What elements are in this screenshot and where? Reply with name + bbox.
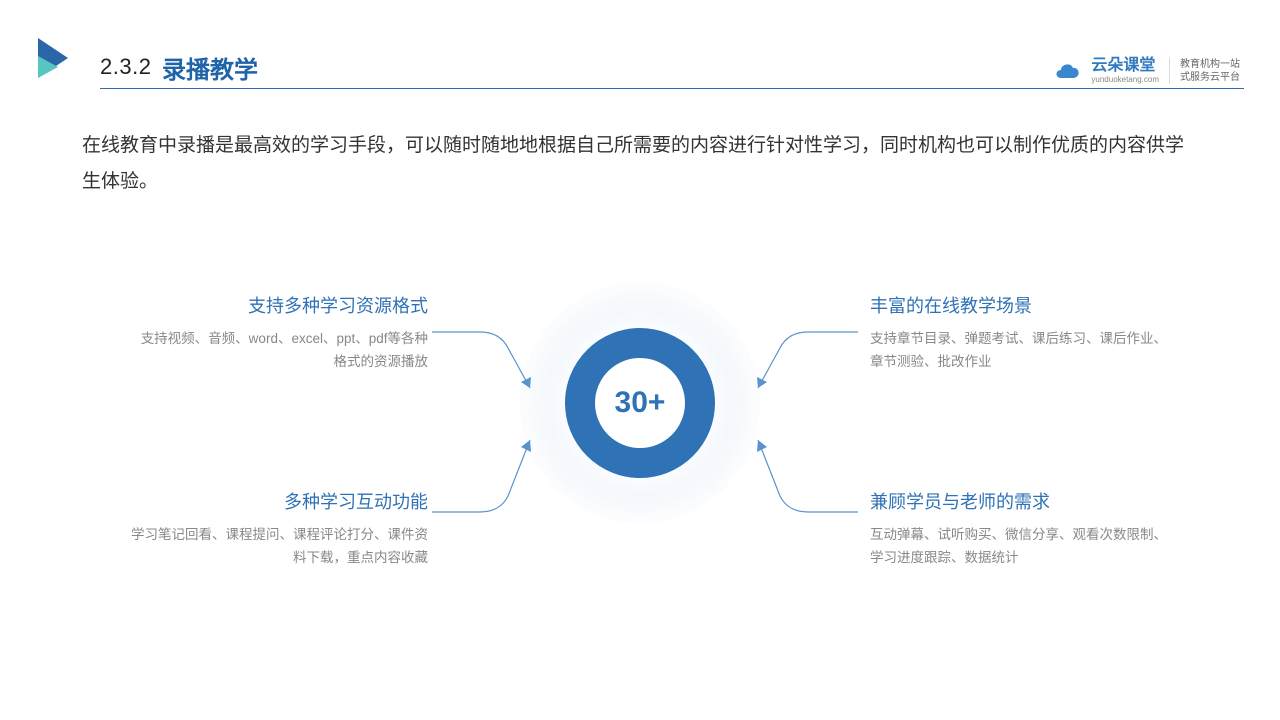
feature-title: 支持多种学习资源格式 (128, 292, 428, 318)
header: 2.3.2 录播教学 云朵课堂 yunduoketang.com 教育机构一站 … (0, 36, 1280, 96)
slide: 2.3.2 录播教学 云朵课堂 yunduoketang.com 教育机构一站 … (0, 0, 1280, 720)
logo-divider (1169, 58, 1170, 84)
feature-desc: 支持章节目录、弹题考试、课后练习、课后作业、章节测验、批改作业 (870, 328, 1170, 374)
ring-label: 30+ (615, 386, 666, 420)
logo-tag-line1: 教育机构一站 (1180, 58, 1240, 71)
section-number: 2.3.2 (100, 54, 151, 80)
intro-paragraph: 在线教育中录播是最高效的学习手段，可以随时随地地根据自己所需要的内容进行针对性学… (82, 128, 1198, 200)
feature-bottom-left: 多种学习互动功能 学习笔记回看、课程提问、课程评论打分、课件资料下载，重点内容收… (128, 488, 428, 570)
logo-name: 云朵课堂 (1091, 58, 1159, 74)
feature-desc: 支持视频、音频、word、excel、ppt、pdf等各种格式的资源播放 (128, 328, 428, 374)
play-icon (34, 36, 78, 80)
cloud-icon (1053, 60, 1081, 82)
logo-tag-line2: 式服务云平台 (1180, 71, 1240, 84)
logo-tagline: 教育机构一站 式服务云平台 (1180, 58, 1240, 84)
feature-title: 丰富的在线教学场景 (870, 292, 1170, 318)
logo-block: 云朵课堂 yunduoketang.com 教育机构一站 式服务云平台 (1053, 58, 1240, 84)
section-title: 录播教学 (162, 50, 258, 85)
feature-bottom-right: 兼顾学员与老师的需求 互动弹幕、试听购买、微信分享、观看次数限制、学习进度跟踪、… (870, 488, 1170, 570)
feature-top-left: 支持多种学习资源格式 支持视频、音频、word、excel、ppt、pdf等各种… (128, 292, 428, 374)
feature-desc: 学习笔记回看、课程提问、课程评论打分、课件资料下载，重点内容收藏 (128, 524, 428, 570)
header-underline (100, 88, 1244, 89)
center-ring: 30+ (500, 263, 780, 543)
logo-text-block: 云朵课堂 yunduoketang.com (1091, 58, 1159, 84)
feature-title: 兼顾学员与老师的需求 (870, 488, 1170, 514)
logo-subtext: yunduoketang.com (1091, 76, 1159, 84)
feature-desc: 互动弹幕、试听购买、微信分享、观看次数限制、学习进度跟踪、数据统计 (870, 524, 1170, 570)
feature-top-right: 丰富的在线教学场景 支持章节目录、弹题考试、课后练习、课后作业、章节测验、批改作… (870, 292, 1170, 374)
feature-title: 多种学习互动功能 (128, 488, 428, 514)
